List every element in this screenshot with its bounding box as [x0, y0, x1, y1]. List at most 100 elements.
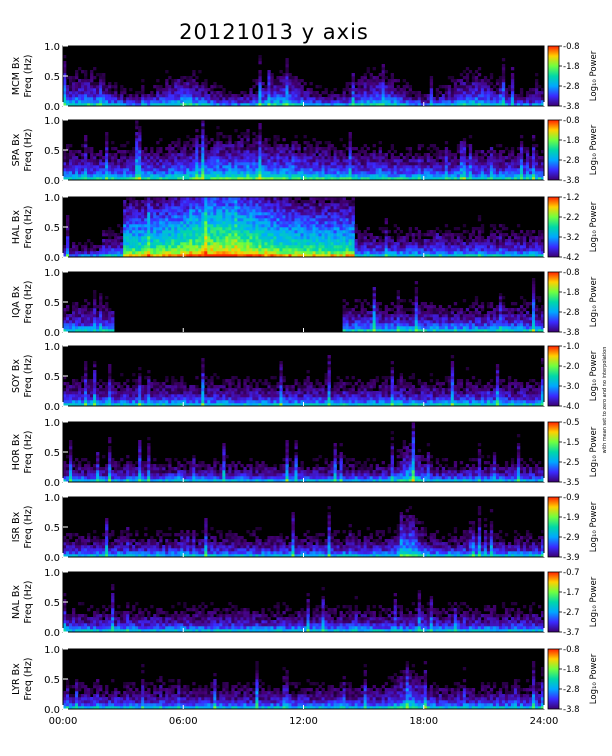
- spectrogram-cell: [279, 165, 283, 169]
- spectrogram-cell: [357, 242, 361, 246]
- spectrogram-cell: [330, 156, 334, 160]
- spectrogram-cell: [378, 73, 382, 77]
- spectrogram-cell: [105, 159, 109, 163]
- spectrogram-cell: [342, 103, 346, 107]
- spectrogram-cell: [462, 88, 467, 92]
- spectrogram-cell: [330, 206, 334, 210]
- spectrogram-cell: [264, 177, 268, 181]
- spectrogram-cell: [327, 144, 331, 148]
- spectrogram-cell: [171, 197, 175, 201]
- spectrogram-cell: [474, 70, 479, 74]
- spectrogram-cell: [123, 212, 127, 216]
- spectrogram-cell: [510, 177, 515, 181]
- spectrogram-cell: [237, 227, 241, 231]
- spectrogram-cell: [222, 227, 226, 231]
- spectrogram-cell: [210, 221, 214, 225]
- spectrogram-cell: [321, 212, 325, 216]
- spectrogram-cell: [276, 159, 280, 163]
- spectrogram-cell: [150, 248, 154, 252]
- spectrogram-cell: [342, 227, 346, 231]
- spectrogram-cell: [201, 103, 205, 107]
- spectrogram-cell: [357, 162, 361, 166]
- spectrogram-cell: [120, 150, 124, 154]
- spectrogram-cell: [444, 85, 449, 89]
- spectrogram-cell: [420, 168, 425, 172]
- spectrogram-cell: [372, 67, 376, 71]
- spectrogram-cell: [453, 103, 458, 107]
- spectrogram-cell: [414, 242, 419, 246]
- spectrogram-cell: [396, 165, 400, 169]
- spectrogram-cell: [273, 97, 277, 101]
- spectrogram-cell: [432, 147, 437, 151]
- spectrogram-cell: [213, 156, 217, 160]
- spectrogram-cell: [78, 85, 82, 89]
- spectrogram-cell: [252, 215, 256, 219]
- spectrogram-cell: [264, 159, 268, 163]
- spectrogram-cell: [204, 141, 208, 145]
- spectrogram-cell: [357, 174, 361, 178]
- spectrogram-cell: [420, 159, 425, 163]
- spectrogram-cell: [360, 254, 364, 258]
- spectrogram-cell: [255, 221, 259, 225]
- spectrogram-cell: [318, 177, 322, 181]
- spectrogram-cell: [225, 177, 229, 181]
- spectrogram-cell: [126, 254, 130, 258]
- spectrogram-cell: [312, 215, 316, 219]
- spectrogram-cell: [483, 97, 488, 101]
- spectrogram-cell: [255, 200, 259, 204]
- spectrogram-cell: [141, 215, 145, 219]
- spectrogram-cell: [78, 88, 82, 92]
- spectrogram-cell: [372, 177, 376, 181]
- spectrogram-cell: [213, 245, 217, 249]
- spectrogram-cell: [240, 233, 244, 237]
- spectrogram-cell: [348, 100, 352, 104]
- spectrogram-cell: [288, 236, 292, 240]
- spectrogram-cell: [279, 171, 283, 175]
- spectrogram-cell: [309, 242, 313, 246]
- spectrogram-cell: [276, 254, 280, 258]
- spectrogram-cell: [279, 227, 283, 231]
- spectrogram-cell: [324, 239, 328, 243]
- spectrogram-cell: [153, 156, 157, 160]
- spectrogram-cell: [204, 94, 208, 98]
- spectrogram-cell: [141, 203, 145, 207]
- spectrogram-cell: [225, 251, 229, 255]
- spectrogram-cell: [258, 94, 262, 98]
- spectrogram-cell: [156, 97, 160, 101]
- spectrogram-cell: [138, 236, 142, 240]
- spectrogram-cell: [321, 159, 325, 163]
- spectrogram-cell: [465, 79, 470, 83]
- spectrogram-cell: [177, 227, 181, 231]
- spectrogram-cell: [225, 141, 229, 145]
- spectrogram-cell: [93, 156, 97, 160]
- spectrogram-cell: [429, 242, 434, 246]
- spectrogram-cell: [255, 197, 259, 201]
- spectrogram-cell: [324, 156, 328, 160]
- spectrogram-cell: [363, 94, 367, 98]
- spectrogram-cell: [270, 88, 274, 92]
- spectrogram-cell: [285, 224, 289, 228]
- spectrogram-cell: [177, 203, 181, 207]
- colorbar-tick-label: -1.8: [563, 136, 580, 146]
- spectrogram-cell: [501, 97, 506, 101]
- spectrogram-cell: [294, 203, 298, 207]
- spectrogram-cell: [261, 171, 265, 175]
- spectrogram-cell: [321, 147, 325, 151]
- spectrogram-cell: [159, 138, 163, 142]
- spectrogram-cell: [252, 103, 256, 107]
- spectrogram-cells: [63, 120, 545, 181]
- spectrogram-cell: [249, 150, 253, 154]
- spectrogram-cell: [333, 162, 337, 166]
- spectrogram-cell: [195, 251, 199, 255]
- spectrogram-cell: [390, 159, 394, 163]
- spectrogram-cell: [303, 206, 307, 210]
- spectrogram-cell: [297, 168, 301, 172]
- spectrogram-cell: [363, 242, 367, 246]
- spectrogram-cell: [246, 209, 250, 213]
- spectrogram-cell: [201, 209, 205, 213]
- spectrogram-cell: [114, 236, 118, 240]
- spectrogram-cell: [147, 245, 151, 249]
- spectrogram-cell: [534, 144, 539, 148]
- spectrogram-cell: [207, 100, 211, 104]
- spectrogram-cell: [105, 162, 109, 166]
